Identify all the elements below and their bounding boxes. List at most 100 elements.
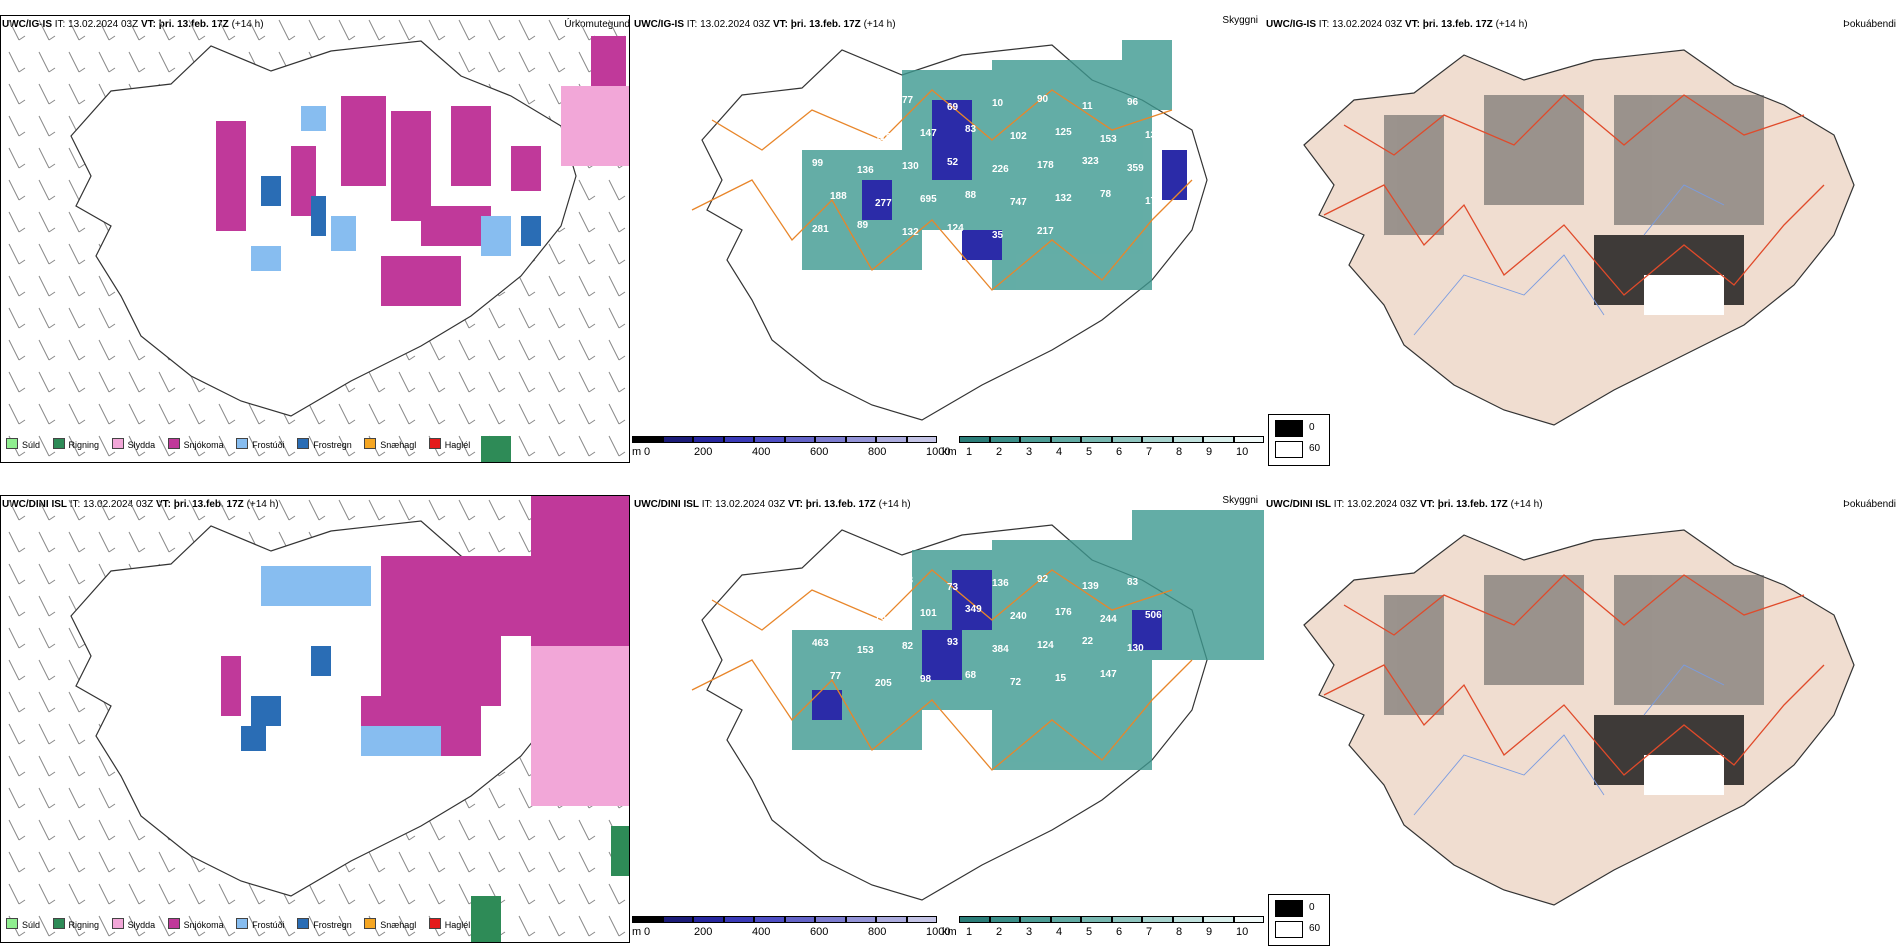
ceiling-tick-label: 600 [810,446,829,458]
legend-swatch [428,438,441,449]
visibility-tick-label: 7 [1146,926,1153,938]
visibility-value-label: 101 [920,608,937,619]
visibility-tick-label: 10 [1236,446,1249,458]
visibility-bar-segment [1050,436,1081,443]
ceiling-bar-segment [632,436,663,443]
visibility-value-label: 82 [902,641,914,652]
ceiling-bar-segment [784,916,815,923]
visibility-bar-segment [1203,436,1234,443]
visibility-value-label: 244 [1100,614,1117,625]
precip-type-panel-bottom: UWC/DINI ISL IT: 13.02.2024 03Z VT: þri.… [0,480,632,950]
legend-swatch [167,918,180,929]
fog-legend-white [1275,921,1303,938]
visibility-value-label: 747 [1010,197,1027,208]
legend-item: Rigning [52,918,99,930]
panel-header: UWC/DINI ISL IT: 13.02.2024 03Z VT: þri.… [634,499,911,510]
ceiling-bar-segment [876,436,907,443]
legend-item: Frostúði [236,918,285,930]
ceiling-bar-segment [906,436,937,443]
visibility-value-label: 205 [875,678,892,689]
visibility-value-label: 15 [1055,673,1067,684]
visibility-tick-label: 4 [1056,446,1063,458]
ceiling-bar-segment [662,916,693,923]
visibility-value-label: 109 [857,579,874,590]
legend-swatch [52,918,65,929]
visibility-tick-label: 5 [1086,926,1093,938]
visibility-tick-label: 1 [966,446,973,458]
ceiling-bar-segment [784,436,815,443]
visibility-unit: km [942,926,957,938]
precip-legend: Súld Rigning Slydda Snjókoma Frostúði Fr… [6,918,480,930]
ceiling-bar-segment [723,916,754,923]
legend-item: Súld [6,918,40,930]
panel-header: UWC/IG-IS IT: 13.02.2024 03Z VT: þri. 13… [634,19,896,30]
legend-swatch [111,918,124,929]
legend-item: Frostregn [297,438,352,450]
fog-panel-top: UWC/IG-IS IT: 13.02.2024 03Z VT: þri. 13… [1264,0,1900,470]
visibility-value-label: 323 [1082,156,1099,167]
visibility-value-label: 281 [812,224,829,235]
visibility-value-label: 130 [902,161,919,172]
visibility-value-label: 11 [1082,101,1093,112]
visibility-map: 90 308 77 69 10 90 11 96 109 118 147 83 102 125 153 138… [691,40,1208,421]
panel-title: Skyggni [1222,495,1258,506]
visibility-tick-label: 5 [1086,446,1093,458]
visibility-value-label: 22 [1082,636,1094,647]
visibility-value-label: 132 [902,227,919,238]
legend-swatch [111,438,124,449]
visibility-value-label: 96 [1127,97,1139,108]
visibility-panel-bottom: UWC/DINI ISL IT: 13.02.2024 03Z VT: þri.… [632,480,1264,950]
legend-item: Slydda [111,438,155,450]
legend-swatch [297,438,310,449]
visibility-value-label: 138 [1145,130,1162,141]
legend-swatch [364,918,377,929]
visibility-tick-label: 2 [996,446,1003,458]
visibility-bar-segment [1081,916,1112,923]
visibility-value-label: 68 [965,670,977,681]
visibility-value-label: 88 [965,190,977,201]
fog-map [1303,529,1855,906]
panel-header: UWC/IG-IS IT: 13.02.2024 03Z VT: þri. 13… [1266,19,1528,30]
visibility-bar-segment [1233,916,1264,923]
legend-item: Snæhagl [364,918,416,930]
ceiling-bar-segment [815,436,846,443]
ceiling-tick-label: 400 [752,926,771,938]
visibility-bar-segment [1142,916,1173,923]
ceiling-tick-label: 800 [868,446,887,458]
fog-legend-bottom: 0 60 [1268,894,1330,946]
visibility-value-label: 83 [1127,577,1139,588]
visibility-bar-segment [1020,436,1051,443]
legend-swatch [428,918,441,929]
visibility-tick-label: 7 [1146,446,1153,458]
visibility-value-label: 69 [947,102,959,113]
fog-legend-label: 0 [1309,902,1315,913]
ceiling-bar-segment [754,916,785,923]
visibility-value-label: 102 [1010,131,1027,142]
precip-type-panel-top: UWC/IG-IS IT: 13.02.2024 03Z VT: þri. 13… [0,0,632,470]
ceiling-bar-segment [815,916,846,923]
visibility-tick-label: 10 [1236,926,1249,938]
visibility-bar-segment [1203,916,1234,923]
legend-item: Slydda [111,918,155,930]
legend-swatch [236,438,249,449]
map-frame [0,495,630,943]
ceiling-bar-segment [632,916,663,923]
visibility-value-label: 384 [992,644,1009,655]
legend-item: Snjókoma [167,918,224,930]
precip-legend: Súld Rigning Slydda Snjókoma Frostúði Fr… [6,438,480,450]
visibility-value-label: 98 [920,674,932,685]
fog-legend-black [1275,420,1303,437]
fog-legend-label: 60 [1309,443,1321,454]
visibility-bar-segment [1142,436,1173,443]
visibility-value-label: 99 [812,158,824,169]
legend-swatch [364,438,377,449]
ceiling-tick-label: 0 [644,926,651,938]
visibility-value-label: 73 [902,575,914,586]
visibility-bar-segment [1081,436,1112,443]
legend-swatch [297,918,310,929]
panel-title: Þokuábendi [1843,499,1896,510]
legend-swatch [236,918,249,929]
visibility-value-label: 78 [1100,189,1112,200]
panel-header: UWC/DINI ISL IT: 13.02.2024 03Z VT: þri.… [1266,499,1543,510]
visibility-value-label: 136 [857,165,874,176]
